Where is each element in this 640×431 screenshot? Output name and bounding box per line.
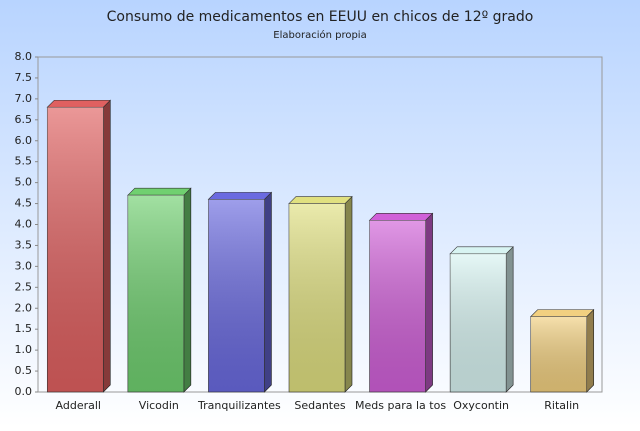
x-tick-label: Adderall — [56, 399, 101, 412]
y-tick-label: 5.0 — [15, 176, 33, 189]
x-tick-label: Oxycontin — [453, 399, 509, 412]
bar-side — [505, 246, 514, 393]
bar-side — [102, 99, 111, 393]
y-tick-label: 0.5 — [15, 364, 33, 377]
bar-shade — [289, 203, 345, 392]
y-tick-label: 5.5 — [15, 155, 33, 168]
bar-top — [368, 213, 434, 221]
bar-side — [586, 308, 595, 393]
bar-top — [207, 192, 273, 200]
x-tick-label: Vicodin — [139, 399, 179, 412]
bar-side — [183, 187, 192, 393]
chart-title: Consumo de medicamentos en EEUU en chico… — [107, 9, 534, 25]
bar-top — [529, 309, 595, 317]
bar-top — [449, 246, 514, 255]
bar-shade — [530, 316, 587, 392]
y-tick-label: 6.5 — [15, 113, 33, 126]
y-tick-label: 3.0 — [15, 259, 33, 272]
y-tick-label: 6.0 — [15, 134, 33, 147]
y-tick-label: 7.0 — [15, 92, 33, 105]
y-tick-label: 1.0 — [15, 343, 33, 356]
bar-side — [425, 212, 433, 393]
bar-shade — [450, 253, 507, 392]
y-tick-label: 1.5 — [15, 322, 33, 335]
bar-shade — [47, 107, 104, 392]
bar-side — [264, 191, 272, 393]
y-tick-label: 0.0 — [15, 385, 33, 398]
x-tick-label: Tranquilizantes — [197, 399, 281, 412]
bar-top — [46, 99, 112, 108]
y-tick-label: 8.0 — [15, 50, 33, 63]
y-tick-label: 4.0 — [15, 218, 33, 231]
x-tick-label: Ritalin — [544, 399, 579, 412]
x-tick-label: Meds para la tos — [355, 399, 446, 412]
bar-shade — [369, 220, 426, 392]
y-tick-label: 3.5 — [15, 238, 33, 251]
bar-shade — [208, 199, 265, 392]
y-tick-label: 2.0 — [15, 301, 33, 314]
y-tick-label: 7.5 — [15, 71, 33, 84]
y-tick-label: 2.5 — [15, 280, 33, 293]
bar-top — [127, 187, 192, 196]
bar-side — [344, 195, 353, 393]
x-tick-label: Sedantes — [294, 399, 346, 412]
bar-top — [288, 196, 353, 204]
y-tick-label: 4.5 — [15, 197, 33, 210]
chart-subtitle: Elaboración propia — [273, 29, 366, 41]
bar-shade — [127, 195, 184, 392]
